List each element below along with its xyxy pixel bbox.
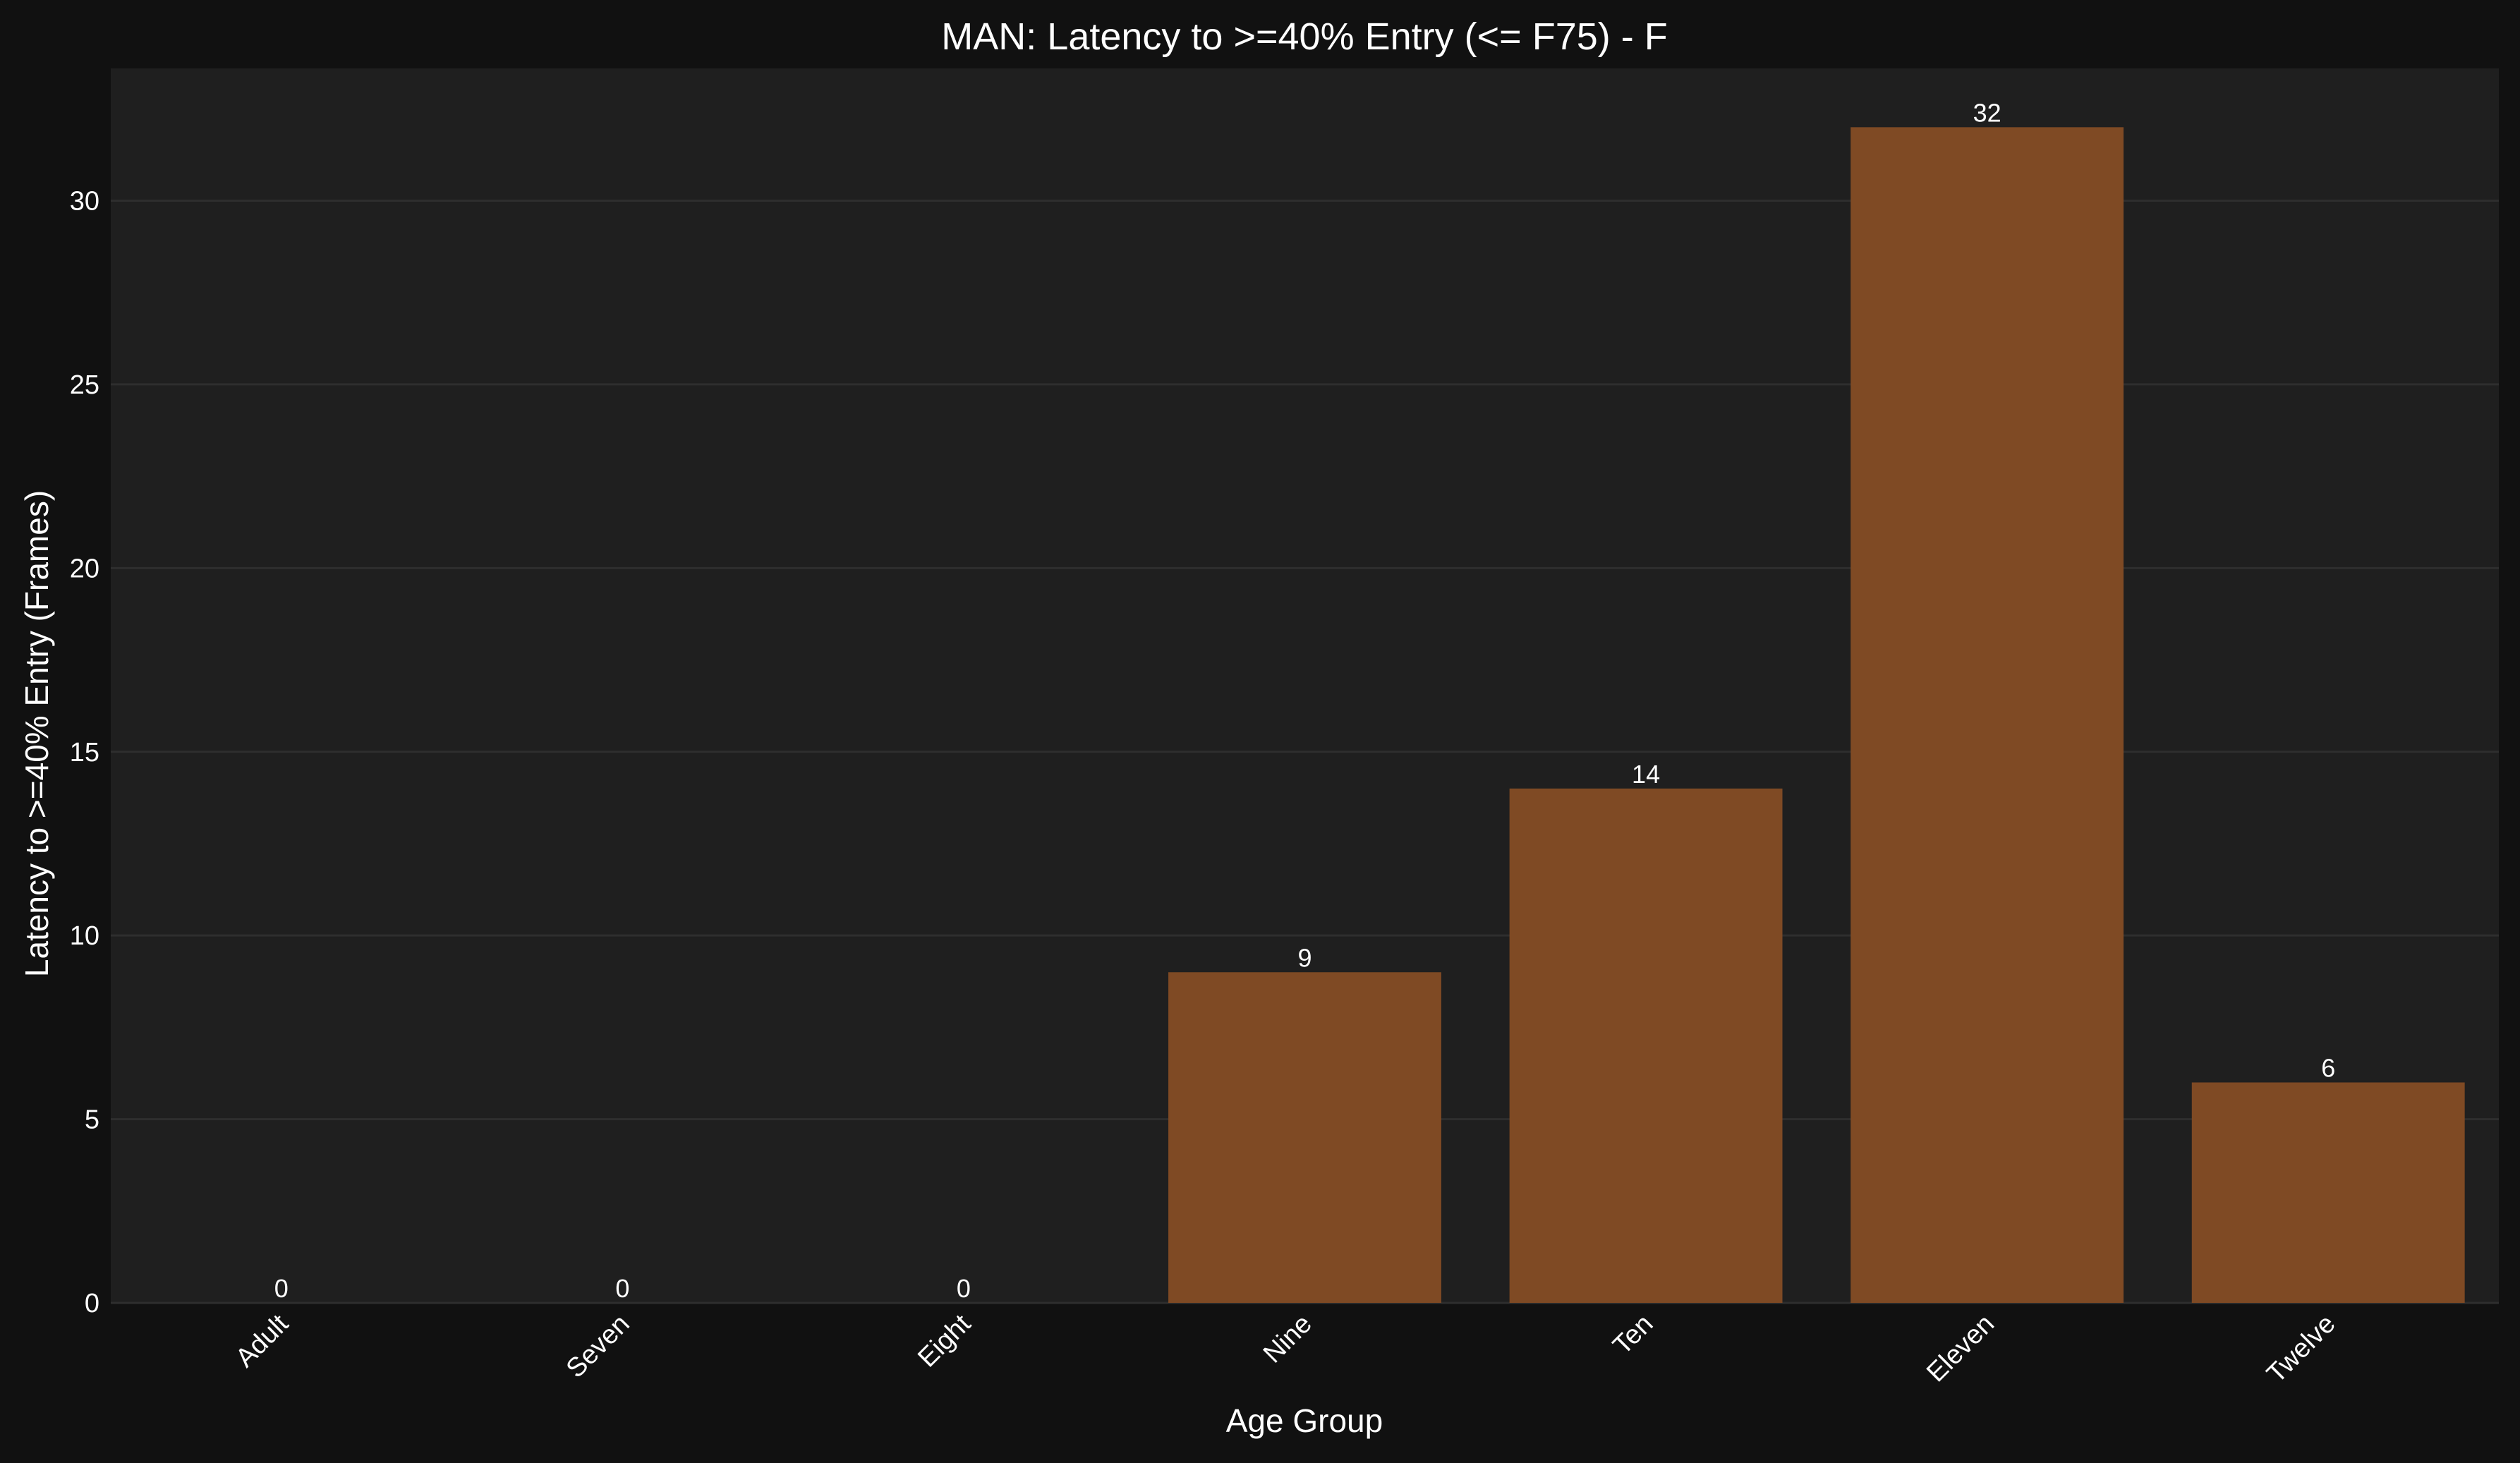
y-tick-label: 5	[85, 1105, 99, 1135]
y-tick-label: 0	[85, 1289, 99, 1318]
x-axis-title: Age Group	[1226, 1402, 1383, 1439]
data-labels: 0 0 0 9 14 32 6	[274, 98, 2335, 1303]
data-label-ten: 14	[1632, 760, 1660, 789]
bar-eleven	[1850, 127, 2124, 1303]
chart-title: MAN: Latency to >=40% Entry (<= F75) - F	[941, 16, 1667, 58]
y-tick-label: 10	[70, 921, 99, 951]
data-label-adult: 0	[274, 1274, 289, 1303]
y-tick-label: 30	[70, 187, 99, 217]
bar-nine	[1168, 972, 1441, 1303]
y-tick-label: 25	[70, 370, 99, 400]
data-label-twelve: 6	[2321, 1054, 2335, 1083]
y-axis-title: Latency to >=40% Entry (Frames)	[18, 490, 55, 977]
y-tick-label: 20	[70, 554, 99, 583]
data-label-seven: 0	[615, 1274, 629, 1303]
data-label-nine: 9	[1297, 943, 1312, 972]
y-axis-ticks: 0 5 10 15 20 25 30	[70, 187, 99, 1319]
y-tick-label: 15	[70, 738, 99, 767]
bar-twelve	[2191, 1082, 2465, 1303]
bar-ten	[1509, 788, 1783, 1303]
data-label-eleven: 32	[1973, 98, 2001, 127]
data-label-eight: 0	[957, 1274, 971, 1303]
bars	[1168, 127, 2465, 1303]
